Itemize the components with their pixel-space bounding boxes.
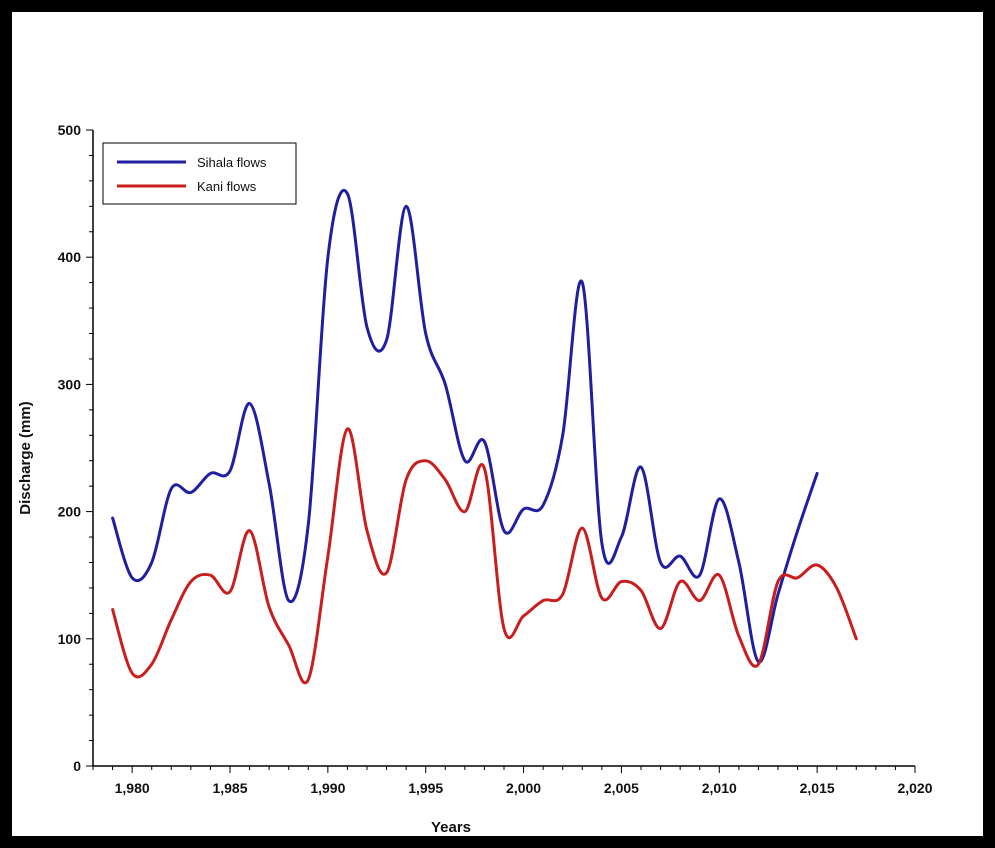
series-line-sihala-flows <box>111 188 819 664</box>
series-layer <box>111 188 858 685</box>
x-tick-label: 1,990 <box>310 780 345 796</box>
legend: Sihala flows Kani flows <box>102 142 297 205</box>
y-tick-label: 500 <box>58 122 82 138</box>
legend-label-sihala-flows: Sihala flows <box>197 155 267 170</box>
x-tick-label: 2,000 <box>506 780 541 796</box>
x-tick-label: 2,010 <box>702 780 737 796</box>
legend-box <box>102 142 297 205</box>
y-tick-label: 200 <box>58 504 82 520</box>
legend-label-kani-flows: Kani flows <box>197 179 257 194</box>
x-tick-label: 2,005 <box>604 780 639 796</box>
x-tick-label: 2,015 <box>800 780 835 796</box>
y-tick-label: 300 <box>58 376 82 392</box>
y-tick-label: 400 <box>58 249 82 265</box>
x-tick-label: 2,020 <box>897 780 932 796</box>
series-line-kani-flows <box>111 427 858 685</box>
x-tick-label: 1,995 <box>408 780 443 796</box>
y-axis-title: Discharge (mm) <box>17 401 34 514</box>
y-tick-label: 100 <box>58 631 82 647</box>
x-tick-label: 1,985 <box>212 780 247 796</box>
y-tick-label: 0 <box>73 758 81 774</box>
x-axis-title: Years <box>431 819 471 836</box>
chart-axes: 0 100 200 300 400 500 1,980 1,985 1,990 1,995 2,00… <box>58 122 933 796</box>
x-tick-label: 1,980 <box>115 780 150 796</box>
